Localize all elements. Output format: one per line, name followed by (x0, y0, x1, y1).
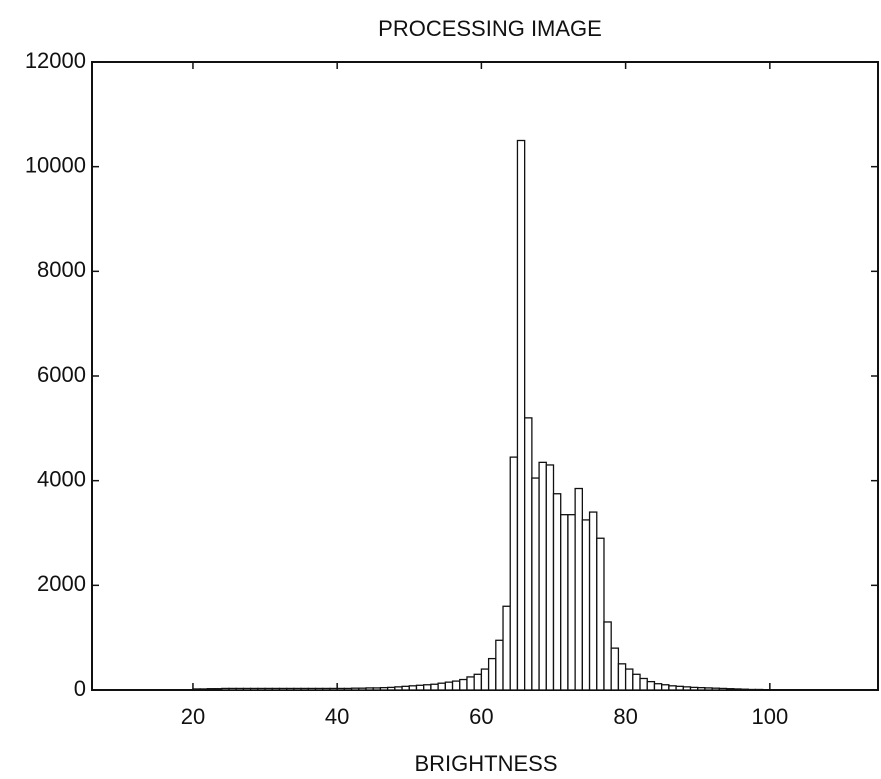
histogram-bar (683, 687, 690, 690)
y-tick-label: 12000 (25, 48, 86, 73)
histogram-bar (640, 678, 647, 690)
histogram-bar (755, 689, 762, 690)
histogram-bar (445, 682, 452, 690)
histogram-bar (373, 688, 380, 690)
histogram-bar (366, 688, 373, 690)
histogram-bar (575, 489, 582, 690)
histogram-bar (431, 684, 438, 690)
histogram-bar (662, 685, 669, 690)
histogram-bar (633, 674, 640, 690)
histogram-bar (453, 681, 460, 690)
histogram-bar (258, 688, 265, 690)
histogram-bar (503, 606, 510, 690)
histogram-bar (590, 512, 597, 690)
histogram-bar (215, 689, 222, 690)
histogram-bar (301, 688, 308, 690)
histogram-bar (474, 674, 481, 690)
histogram-bar (193, 689, 200, 690)
histogram-bar (438, 683, 445, 690)
histogram-bar (424, 685, 431, 690)
histogram-bar (554, 494, 561, 690)
x-tick-label: 20 (181, 704, 205, 729)
histogram-bar (251, 688, 258, 690)
histogram-bar (316, 688, 323, 690)
histogram-bar (460, 680, 467, 690)
histogram-bar (200, 689, 207, 690)
histogram-bar (402, 686, 409, 690)
histogram-bar (229, 688, 236, 690)
histogram-bar (748, 689, 755, 690)
histogram-bar (676, 686, 683, 690)
histogram-bar (467, 677, 474, 690)
histogram-bar (380, 688, 387, 690)
y-tick-label: 10000 (25, 152, 86, 177)
histogram-bar (409, 686, 416, 690)
histogram-bar (243, 688, 250, 690)
histogram-bar (330, 688, 337, 690)
histogram-bar (287, 688, 294, 690)
histogram-bar (323, 688, 330, 690)
histogram-bar (546, 465, 553, 690)
y-tick-label: 0 (74, 676, 86, 701)
histogram-bar (561, 515, 568, 690)
x-tick-label: 40 (325, 704, 349, 729)
x-tick-label: 60 (469, 704, 493, 729)
x-tick-label: 100 (751, 704, 788, 729)
histogram-bar (308, 688, 315, 690)
histogram-bar (279, 688, 286, 690)
histogram-bar (416, 685, 423, 690)
histogram-bar (222, 688, 229, 690)
y-tick-label: 8000 (37, 257, 86, 282)
x-axis-label: BRIGHTNESS (414, 751, 557, 776)
histogram-bar (510, 457, 517, 690)
histogram-bar (568, 515, 575, 690)
histogram-bar (582, 520, 589, 690)
histogram-bar (712, 688, 719, 690)
histogram-bar (207, 689, 214, 690)
histogram-bar (272, 688, 279, 690)
y-tick-label: 6000 (37, 362, 86, 387)
histogram-bar (734, 689, 741, 690)
histogram-bar (611, 648, 618, 690)
histogram-bar (741, 689, 748, 690)
histogram-bar (337, 688, 344, 690)
histogram-bar (265, 688, 272, 690)
histogram-bar (489, 659, 496, 690)
histogram-bar (294, 688, 301, 690)
histogram-bar (727, 689, 734, 690)
histogram-bar (618, 664, 625, 690)
x-tick-label: 80 (613, 704, 637, 729)
histogram-bar (539, 462, 546, 690)
histogram-bar (517, 141, 524, 691)
histogram-bar (705, 688, 712, 690)
histogram-bar (236, 688, 243, 690)
histogram-bar (388, 687, 395, 690)
histogram-bar (395, 687, 402, 690)
histogram-bar (344, 688, 351, 690)
histogram-bar (481, 669, 488, 690)
histogram-bar (597, 538, 604, 690)
histogram-bar (647, 682, 654, 690)
histogram-bar (691, 687, 698, 690)
histogram-bar (532, 478, 539, 690)
histogram-bar (525, 418, 532, 690)
histogram-bar (352, 688, 359, 690)
histogram-bar (626, 669, 633, 690)
histogram-bar (359, 688, 366, 690)
histogram-bar (654, 684, 661, 690)
chart-title: PROCESSING IMAGE (378, 16, 602, 41)
histogram-bar (669, 686, 676, 690)
y-tick-label: 4000 (37, 466, 86, 491)
histogram-bar (604, 622, 611, 690)
y-tick-label: 2000 (37, 571, 86, 596)
plot-frame (92, 62, 878, 690)
histogram-bar (698, 688, 705, 690)
histogram-bar (719, 688, 726, 690)
histogram-bar (496, 640, 503, 690)
